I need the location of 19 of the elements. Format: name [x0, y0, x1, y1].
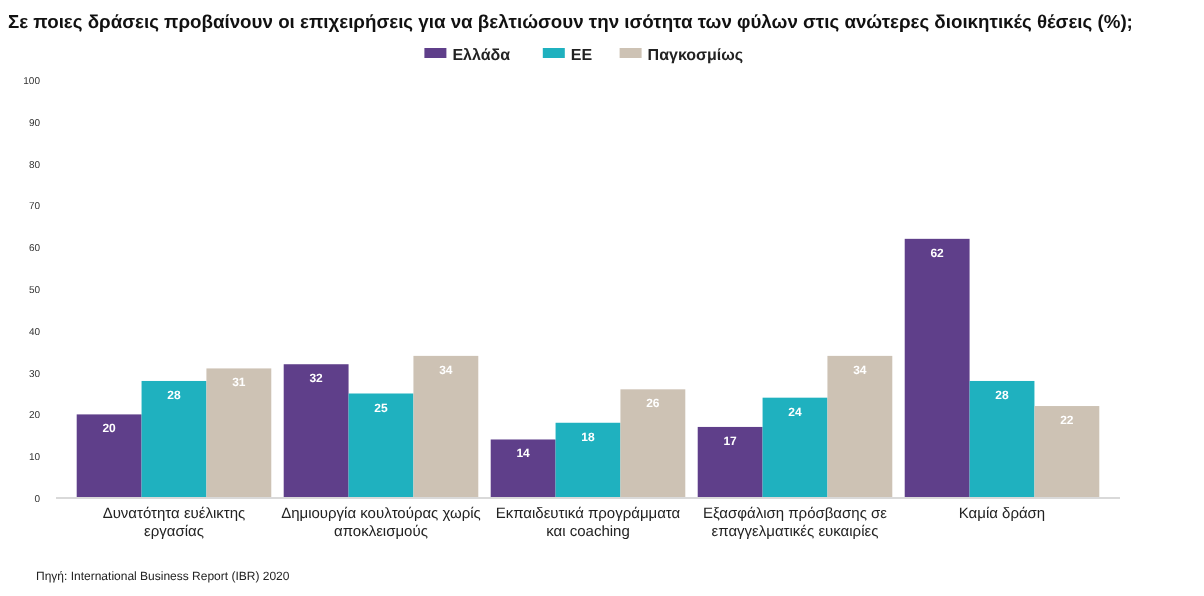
bar	[206, 368, 272, 498]
bar	[283, 364, 349, 498]
bar	[620, 389, 686, 498]
bar	[697, 426, 763, 498]
bar	[413, 355, 479, 498]
bar	[904, 238, 970, 498]
chart-title: Σε ποιες δράσεις προβαίνουν οι επιχειρήσεις για να βελτιώσουν την ισότητα των φύλων στις ανώτερες διοικητικές θέσεις (%);	[8, 10, 1133, 32]
legend-label: ΕΕ	[570, 46, 594, 64]
bar	[1034, 406, 1100, 498]
bar	[555, 422, 621, 498]
legend-label: Ελλάδα	[452, 46, 511, 64]
bar	[76, 414, 142, 498]
bar	[141, 380, 207, 498]
bar	[348, 393, 414, 498]
bar	[827, 355, 893, 498]
legend-label: Παγκοσμίως	[647, 46, 744, 64]
bar	[762, 397, 828, 498]
bar	[490, 439, 556, 498]
bar	[969, 380, 1035, 498]
